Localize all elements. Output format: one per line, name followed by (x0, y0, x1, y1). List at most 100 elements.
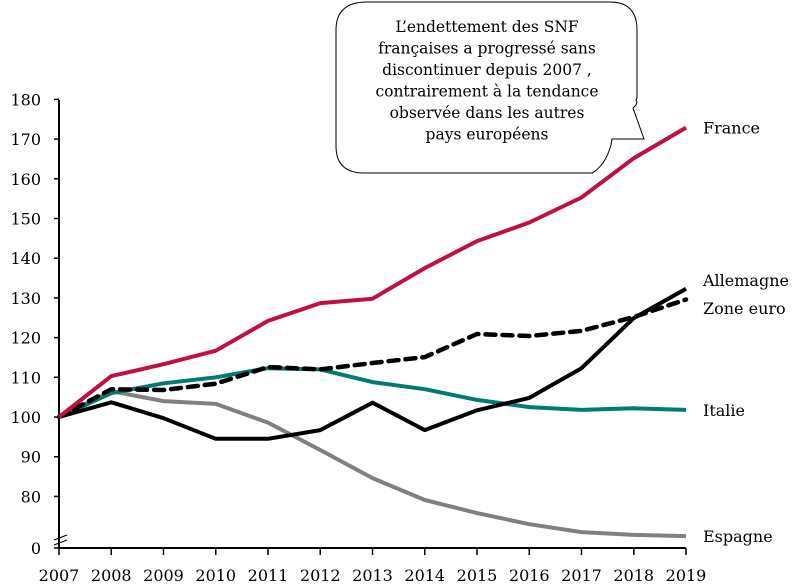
y-tick-label: 150 (10, 210, 41, 229)
data-point-zone-euro (266, 365, 270, 369)
y-tick-label: 120 (10, 329, 41, 348)
data-point-zone-euro (527, 334, 531, 338)
data-point-zone-euro (214, 382, 218, 386)
data-point-france (684, 126, 688, 130)
data-point-france (318, 301, 322, 305)
data-point-zone-euro (632, 315, 636, 319)
callout-text: L’endettement des SNF françaises a progre… (375, 18, 598, 144)
y-tick-label: 100 (10, 408, 41, 427)
data-point-zone-euro (684, 297, 688, 301)
x-tick-label: 2009 (143, 566, 184, 585)
data-point-zone-euro (109, 387, 113, 391)
data-point-france (57, 415, 61, 419)
data-point-espagne (214, 402, 218, 406)
y-tick-label: 140 (10, 249, 41, 268)
data-point-france (632, 156, 636, 160)
y-tick-label: 130 (10, 289, 41, 308)
series-line-france (57, 125, 688, 419)
x-tick-label: 2014 (404, 566, 445, 585)
series-label-allemagne: Allemagne (702, 271, 789, 290)
callout-text-line: contrairement à la tendance (375, 83, 598, 101)
data-point-italie (423, 387, 427, 391)
data-point-france (580, 195, 584, 199)
data-point-espagne (266, 421, 270, 425)
data-point-zone-euro (423, 355, 427, 359)
data-point-espagne (632, 533, 636, 537)
data-point-zone-euro (162, 388, 166, 392)
callout-shape (335, 1, 645, 174)
data-point-allemagne (423, 428, 427, 432)
x-tick-label: 2019 (666, 566, 707, 585)
x-tick-label: 2010 (195, 566, 236, 585)
data-point-france (162, 362, 166, 366)
axes: 0 80 90 100 110 120 130 140 150 160 170 180 2007 2008… (10, 90, 706, 585)
data-point-allemagne (371, 401, 375, 405)
x-tick-label: 2007 (39, 566, 80, 585)
data-point-italie (475, 398, 479, 402)
axis-break-mark (53, 539, 68, 546)
x-tick-label: 2015 (457, 566, 498, 585)
data-point-espagne (527, 522, 531, 526)
series-line-espagne (58, 389, 687, 539)
y-tick-label: 90 (21, 448, 41, 467)
data-point-allemagne (266, 437, 270, 441)
data-point-france (423, 266, 427, 270)
data-point-espagne (162, 399, 166, 403)
x-tick-label: 2008 (91, 566, 132, 585)
data-point-allemagne (318, 428, 322, 432)
x-tick-label: 2012 (300, 566, 341, 585)
data-point-espagne (318, 448, 322, 452)
data-point-zone-euro (580, 329, 584, 333)
data-point-allemagne (109, 400, 113, 404)
callout-text-line: françaises a progressé sans (378, 40, 596, 58)
data-point-france (266, 319, 270, 323)
series-label-italie: Italie (703, 401, 745, 420)
data-point-italie (527, 405, 531, 409)
data-point-espagne (580, 530, 584, 534)
data-point-espagne (423, 498, 427, 502)
y-tick-label: 170 (10, 130, 41, 149)
data-point-zone-euro (371, 361, 375, 365)
y-tick-label: 160 (10, 170, 41, 189)
data-point-espagne (684, 534, 688, 538)
axis-break-mark (53, 534, 68, 541)
data-point-allemagne (527, 396, 531, 400)
data-point-espagne (475, 511, 479, 515)
data-point-espagne (371, 476, 375, 480)
y-tick-label: 80 (21, 487, 41, 506)
series-line-allemagne (58, 287, 687, 441)
data-point-france (527, 220, 531, 224)
data-point-italie (371, 380, 375, 384)
series-labels: France Allemagne Zone euro Italie Espagne (702, 119, 789, 547)
series-line-italie (58, 366, 687, 419)
data-point-italie (214, 375, 218, 379)
callout-text-line: L’endettement des SNF (395, 18, 579, 36)
x-tick-label: 2013 (352, 566, 393, 585)
series-layer (56, 125, 689, 539)
data-point-zone-euro (318, 367, 322, 371)
data-point-france (475, 239, 479, 243)
series-label-espagne: Espagne (703, 527, 773, 546)
data-point-allemagne (162, 416, 166, 420)
x-tick-label: 2017 (561, 566, 602, 585)
callout-text-line: observée dans les autres (390, 104, 585, 122)
data-point-allemagne (475, 408, 479, 412)
series-label-france: France (703, 119, 760, 138)
data-point-italie (580, 408, 584, 412)
data-point-france (371, 297, 375, 301)
data-point-allemagne (684, 287, 688, 291)
data-point-allemagne (580, 366, 584, 370)
data-point-italie (632, 406, 636, 410)
y-tick-label: 0 (31, 539, 41, 558)
callout-text-line: discontinuer depuis 2007 , (382, 61, 592, 79)
y-tick-label: 180 (10, 90, 41, 109)
series-line-zone-euro (56, 297, 689, 420)
callout-text-line: pays européens (426, 126, 549, 144)
x-tick-label: 2016 (509, 566, 550, 585)
x-tick-label: 2018 (613, 566, 654, 585)
data-point-allemagne (214, 437, 218, 441)
data-point-france (109, 374, 113, 378)
data-point-zone-euro (475, 332, 479, 336)
data-point-italie (162, 381, 166, 385)
